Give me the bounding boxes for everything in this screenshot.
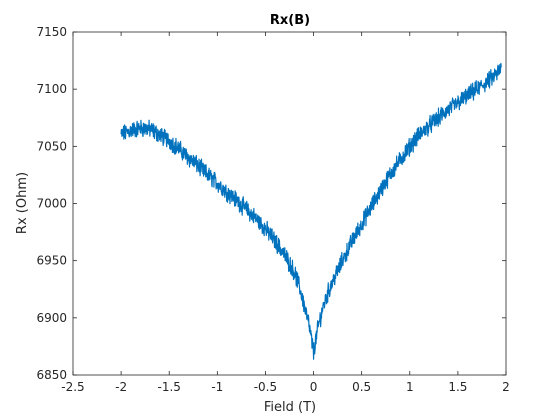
y-tick-label: 7150: [36, 25, 67, 39]
data-series-line: [120, 62, 502, 360]
x-axis-label: Field (T): [264, 400, 316, 415]
x-tick-label: -1.5: [158, 380, 181, 394]
x-tick-label: 0: [310, 380, 318, 394]
x-tick-label: -2.5: [61, 380, 84, 394]
y-tick-label: 6850: [36, 368, 67, 382]
x-tick-label: 2: [502, 380, 510, 394]
chart-title: Rx(B): [270, 13, 310, 28]
y-tick-label: 6900: [36, 311, 67, 325]
x-tick-label: -0.5: [254, 380, 277, 394]
y-tick-label: 7050: [36, 139, 67, 153]
x-tick-label: -2: [115, 380, 127, 394]
plot-area: -2.5 -2 -1.5 -1 -0.5 0 0.5 1 1.5 2 6850 6900 6950 70…: [36, 25, 509, 394]
y-axis-label: Rx (Ohm): [15, 172, 30, 234]
x-tick-label: 1: [406, 380, 414, 394]
y-axis-ticks: 6850 6900 6950 7000 7050 7100 7150: [36, 25, 506, 382]
x-axis-ticks: -2.5 -2 -1.5 -1 -0.5 0 0.5 1 1.5 2: [61, 32, 510, 394]
x-tick-label: 0.5: [352, 380, 371, 394]
x-tick-label: -1: [211, 380, 223, 394]
axes-box: [72, 31, 507, 376]
y-tick-label: 7100: [36, 82, 67, 96]
x-tick-label: 1.5: [448, 380, 467, 394]
y-tick-label: 6950: [36, 254, 67, 268]
y-tick-label: 7000: [36, 197, 67, 211]
